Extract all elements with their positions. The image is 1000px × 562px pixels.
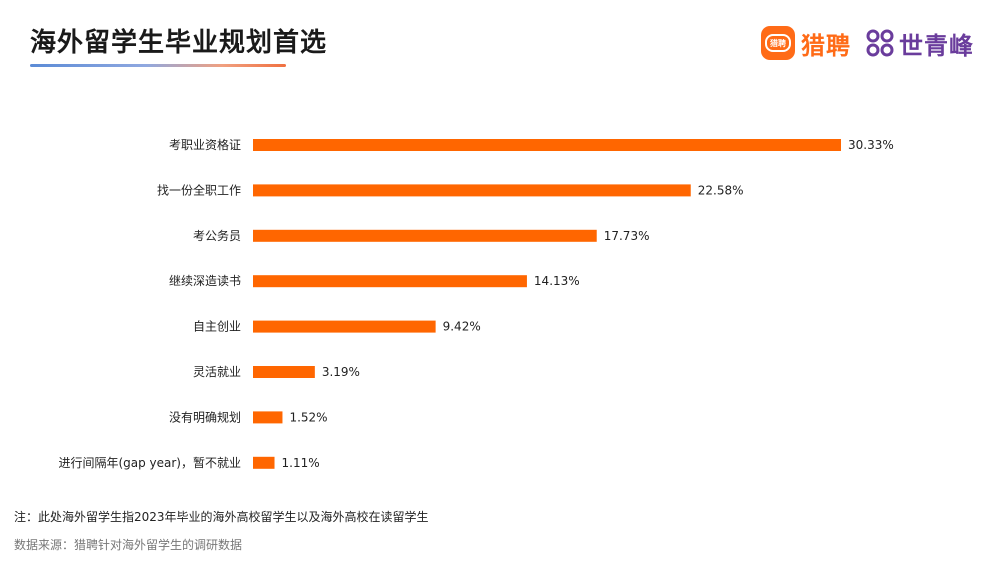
category-label: 考公务员 <box>193 228 241 243</box>
shiqingfeng-brand-name: 世青峰 <box>899 31 974 60</box>
shiqingfeng-mark-icon <box>866 29 894 57</box>
bar <box>253 366 315 378</box>
footnote: 注：此处海外留学生指2023年毕业的海外高校留学生以及海外高校在读留学生 <box>14 510 429 524</box>
bar-chart: 考职业资格证 30.33% 找一份全职工作 22.58% 考公务员 17.73% 继续深造读… <box>58 137 894 470</box>
liepin-brand-name: 猎聘 <box>801 31 851 60</box>
category-label: 考职业资格证 <box>169 137 241 152</box>
category-label: 继续深造读书 <box>169 274 241 288</box>
value-label: 14.13% <box>534 274 580 288</box>
category-label: 找一份全职工作 <box>157 182 241 197</box>
value-label: 30.33% <box>848 138 894 152</box>
category-label: 进行间隔年(gap year)，暂不就业 <box>58 456 241 470</box>
title-underline <box>30 64 286 67</box>
category-label: 灵活就业 <box>193 365 241 379</box>
category-label: 自主创业 <box>193 320 241 334</box>
liepin-logo-icon: 猎聘 <box>761 26 795 60</box>
brand-logos: 猎聘 猎聘 世青峰 <box>761 24 974 62</box>
liepin-logo-icon-text: 猎聘 <box>765 34 791 52</box>
value-label: 3.19% <box>322 365 360 379</box>
value-label: 17.73% <box>604 229 650 243</box>
bar <box>253 320 436 333</box>
value-label: 1.11% <box>282 456 320 470</box>
bar <box>253 139 841 151</box>
data-source: 数据来源：猎聘针对海外留学生的调研数据 <box>14 538 243 552</box>
page-title: 海外留学生毕业规划首选 <box>30 28 328 58</box>
value-label: 1.52% <box>289 410 327 424</box>
bar <box>253 275 527 288</box>
value-label: 22.58% <box>698 183 744 197</box>
category-label: 没有明确规划 <box>169 409 241 424</box>
bar <box>253 456 275 469</box>
bar <box>253 229 597 242</box>
bar <box>253 411 283 424</box>
bar <box>253 184 691 197</box>
value-label: 9.42% <box>443 320 481 334</box>
